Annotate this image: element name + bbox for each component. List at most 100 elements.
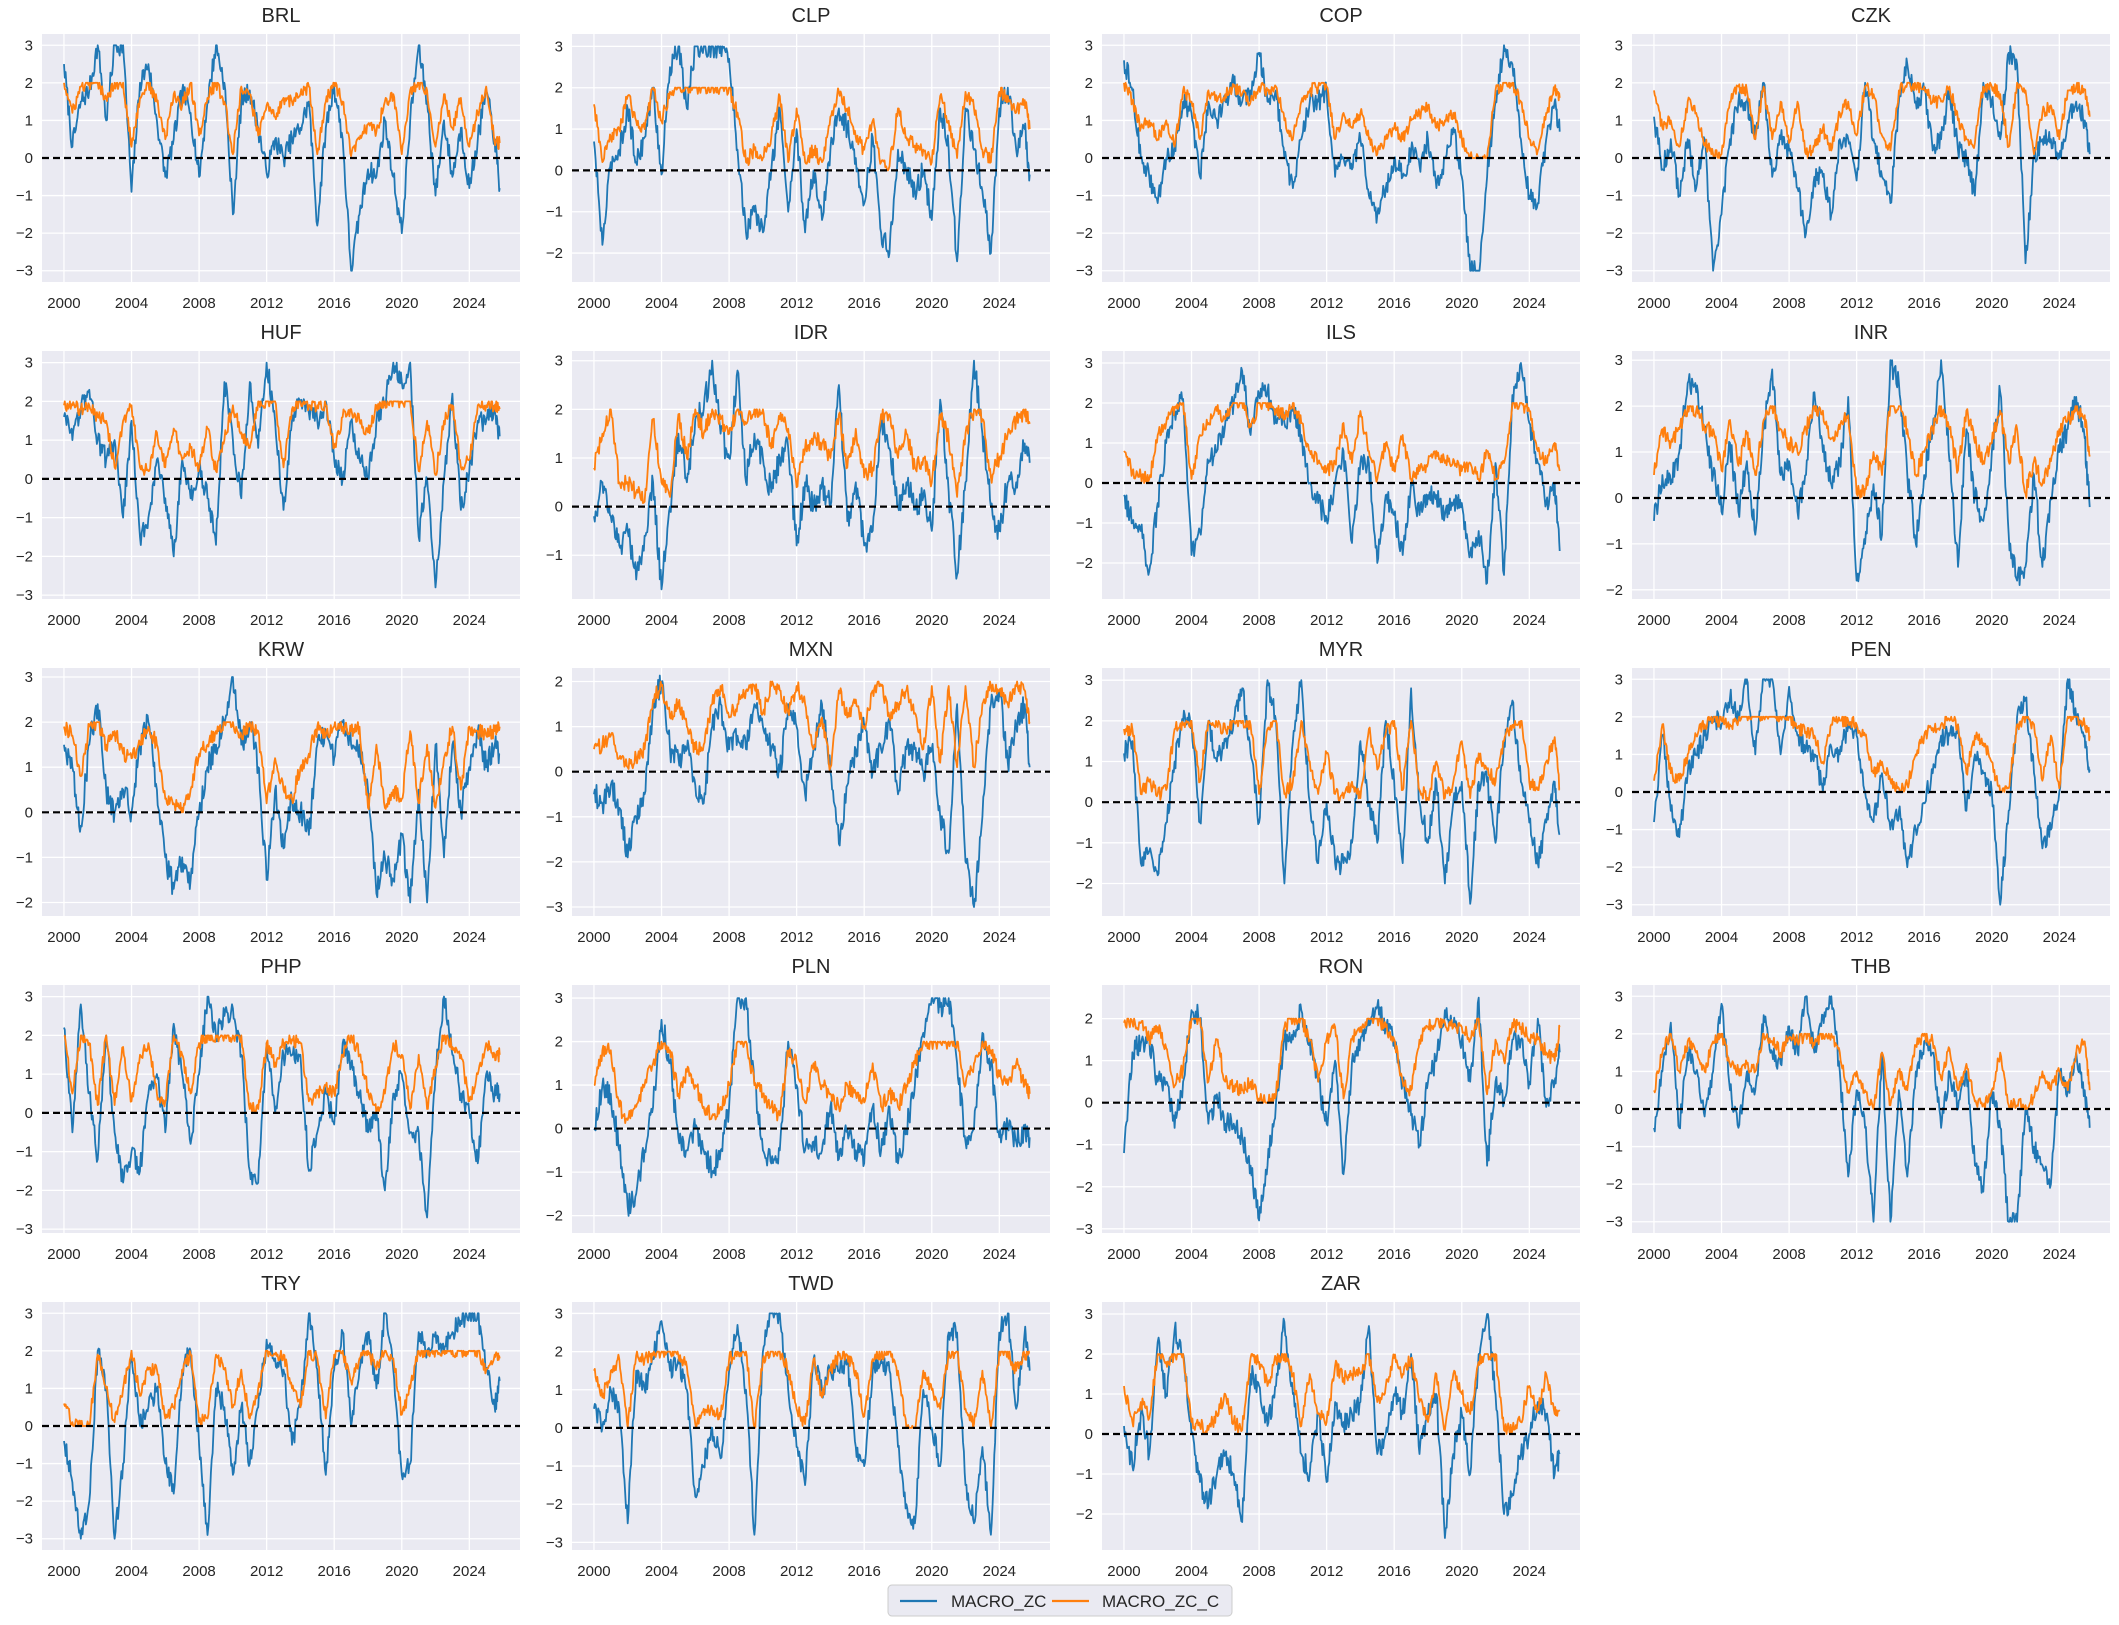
- x-tick-label: 2012: [250, 295, 283, 312]
- y-tick-label: −1: [16, 188, 33, 205]
- x-tick-label: 2016: [1908, 1246, 1941, 1263]
- plot-area: [572, 985, 1050, 1233]
- x-tick-label: 2012: [1840, 612, 1873, 629]
- x-tick-label: 2020: [1975, 612, 2008, 629]
- y-tick-label: −2: [16, 894, 33, 911]
- panel-title: PEN: [1850, 639, 1891, 661]
- panel-title: COP: [1319, 5, 1362, 27]
- series-line-macro-zc-c: [593, 680, 1031, 771]
- panel-myr: MYR 2000 2004 2008 2012 2016 2020 2024 −2 −1 0 1 2 3: [1076, 639, 1580, 946]
- panel-pln: PLN 2000 2004 2008 2012 2016 2020 2024 −2 −1 0 1 2 3: [546, 956, 1050, 1263]
- y-tick-label: 0: [25, 150, 33, 167]
- x-tick-label: 2024: [453, 1246, 486, 1263]
- y-tick-label: 1: [1085, 1386, 1093, 1403]
- series-line-macro-zc-c: [63, 81, 501, 157]
- x-tick-label: 2016: [848, 1246, 881, 1263]
- y-tick-label: 2: [25, 714, 33, 731]
- panel-title: TWD: [788, 1273, 834, 1295]
- x-tick-label: 2000: [1107, 612, 1140, 629]
- x-tick-label: 2008: [1242, 295, 1275, 312]
- y-tick-label: −3: [16, 263, 33, 280]
- y-tick-label: 0: [555, 499, 563, 516]
- y-tick-label: −2: [1076, 1506, 1093, 1523]
- x-tick-label: 2024: [983, 1246, 1016, 1263]
- y-tick-label: 0: [555, 162, 563, 179]
- y-tick-label: 0: [1085, 794, 1093, 811]
- x-tick-label: 2024: [1513, 295, 1546, 312]
- series-line-macro-zc: [63, 361, 501, 589]
- x-tick-label: 2004: [1705, 929, 1738, 946]
- x-tick-label: 2020: [1445, 929, 1478, 946]
- x-tick-label: 2016: [1378, 295, 1411, 312]
- x-tick-label: 2008: [1242, 1246, 1275, 1263]
- y-tick-label: −1: [546, 809, 563, 826]
- y-tick-label: 2: [1615, 75, 1623, 92]
- y-tick-label: −3: [16, 1221, 33, 1238]
- x-tick-label: 2004: [645, 929, 678, 946]
- y-tick-label: 1: [555, 1077, 563, 1094]
- legend-label-macro-zc: MACRO_ZC: [951, 1592, 1046, 1611]
- x-tick-label: 2016: [1378, 929, 1411, 946]
- x-tick-label: 2024: [453, 1563, 486, 1580]
- x-tick-label: 2012: [250, 1563, 283, 1580]
- x-tick-label: 2016: [1908, 295, 1941, 312]
- x-tick-label: 2008: [1772, 1246, 1805, 1263]
- x-tick-label: 2004: [1705, 1246, 1738, 1263]
- x-tick-label: 2004: [645, 1563, 678, 1580]
- panel-inr: INR 2000 2004 2008 2012 2016 2020 2024 −2 −1 0 1 2 3: [1606, 322, 2110, 629]
- x-tick-label: 2024: [2043, 929, 2076, 946]
- y-tick-label: −3: [1076, 1221, 1093, 1238]
- panel-clp: CLP 2000 2004 2008 2012 2016 2020 2024 −2 −1 0 1 2 3: [546, 5, 1050, 312]
- legend: MACRO_ZC MACRO_ZC_C: [887, 1584, 1233, 1617]
- y-tick-label: 0: [1615, 1101, 1623, 1118]
- x-tick-label: 2024: [983, 929, 1016, 946]
- x-tick-label: 2024: [453, 295, 486, 312]
- x-tick-label: 2016: [318, 929, 351, 946]
- panel-title: IDR: [794, 322, 828, 344]
- series-line-macro-zc-c: [593, 86, 1031, 172]
- panel-title: THB: [1851, 956, 1891, 978]
- x-tick-label: 2008: [1242, 1563, 1275, 1580]
- x-tick-label: 2012: [780, 295, 813, 312]
- panel-czk: CZK 2000 2004 2008 2012 2016 2020 2024 −3 −2 −1 0 1 2…: [1606, 5, 2110, 312]
- x-tick-label: 2008: [182, 1246, 215, 1263]
- x-tick-label: 2004: [1175, 295, 1208, 312]
- series-line-macro-zc: [1653, 678, 2091, 906]
- y-tick-label: −1: [16, 1144, 33, 1161]
- panel-mxn: MXN 2000 2004 2008 2012 2016 2020 2024 −3 −2 −1 0 1 2: [546, 639, 1050, 946]
- series-line-macro-zc-c: [593, 1350, 1031, 1429]
- y-tick-label: −3: [1606, 1214, 1623, 1231]
- x-tick-label: 2020: [1445, 1246, 1478, 1263]
- x-tick-label: 2008: [1242, 612, 1275, 629]
- y-tick-label: 1: [25, 1380, 33, 1397]
- y-tick-label: 1: [1085, 435, 1093, 452]
- y-tick-label: 3: [25, 669, 33, 686]
- series-line-macro-zc-c: [1653, 405, 2091, 499]
- series-line-macro-zc: [1123, 44, 1561, 272]
- series-line-macro-zc-c: [63, 1349, 501, 1427]
- x-tick-label: 2016: [1378, 1563, 1411, 1580]
- x-tick-label: 2012: [1310, 1246, 1343, 1263]
- y-tick-label: 3: [555, 1305, 563, 1322]
- x-tick-label: 2012: [1310, 1563, 1343, 1580]
- y-tick-label: −1: [1076, 835, 1093, 852]
- x-tick-label: 2016: [1378, 1246, 1411, 1263]
- series-line-macro-zc: [63, 995, 501, 1219]
- x-tick-label: 2008: [1242, 929, 1275, 946]
- x-tick-label: 2000: [577, 295, 610, 312]
- x-tick-label: 2000: [1107, 1246, 1140, 1263]
- x-tick-label: 2024: [1513, 929, 1546, 946]
- series-line-macro-zc: [593, 997, 1031, 1217]
- y-tick-label: −1: [16, 1456, 33, 1473]
- y-tick-label: 3: [555, 990, 563, 1007]
- y-tick-label: 0: [25, 471, 33, 488]
- y-tick-label: −2: [16, 548, 33, 565]
- y-tick-label: −3: [1606, 263, 1623, 280]
- x-tick-label: 2004: [115, 929, 148, 946]
- y-tick-label: −1: [1606, 1139, 1623, 1156]
- y-tick-label: −1: [1606, 536, 1623, 553]
- y-tick-label: −2: [1606, 225, 1623, 242]
- y-tick-label: −2: [16, 225, 33, 242]
- x-tick-label: 2020: [915, 1563, 948, 1580]
